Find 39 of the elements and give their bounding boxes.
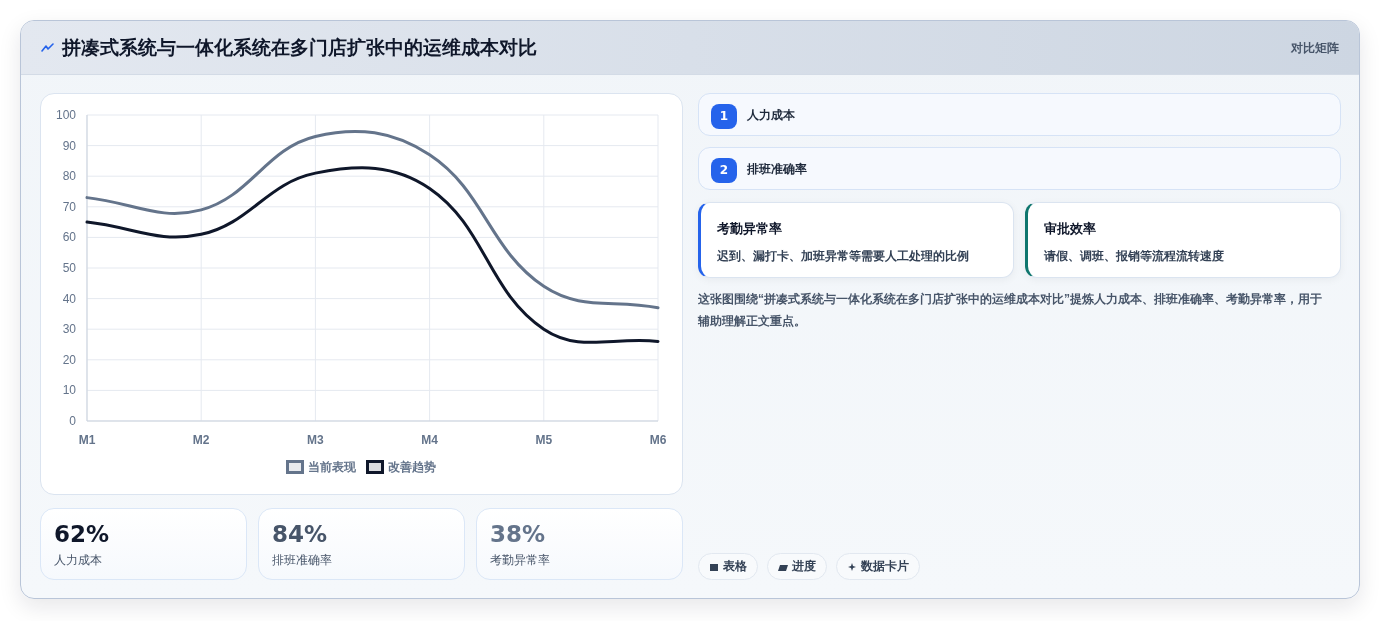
text: 对比矩阵 xyxy=(1291,40,1339,57)
y-tick-label: 80 xyxy=(62,169,77,184)
y-tick-label: 90 xyxy=(62,138,77,153)
legend-label: 当前表现 xyxy=(308,460,357,474)
x-tick-label: M3 xyxy=(307,433,325,447)
x-tick-label: M4 xyxy=(421,433,439,447)
x-tick-label: M6 xyxy=(649,433,667,447)
y-tick-label: 30 xyxy=(62,322,77,337)
text: 考勤异常率 xyxy=(717,220,782,238)
x-tick-label: M2 xyxy=(192,433,210,447)
text: 进度 xyxy=(792,558,816,575)
text: 这张图围绕“拼凑式系统与一体化系统在多门店扩张中的运维成本对比”提炼人力成本、排班准确率、考勤异常率，用于辅助理解正文重点。 xyxy=(698,291,1323,330)
category-label: 考勤异常率 xyxy=(490,552,550,569)
category-label: 人力成本 xyxy=(54,552,102,569)
legend-label: 改善趋势 xyxy=(388,460,436,474)
text: 迟到、漏打卡、加班异常等需要人工处理的比例 xyxy=(717,248,969,265)
y-tick-label: 100 xyxy=(55,108,77,122)
text: 请假、调班、报销等流程流转速度 xyxy=(1044,248,1224,265)
y-tick-label: 10 xyxy=(62,383,77,398)
y-tick-label: 40 xyxy=(62,291,77,306)
y-tick-label: 50 xyxy=(62,261,77,275)
data-label: 62% xyxy=(54,520,110,549)
y-tick-label: 70 xyxy=(62,199,77,214)
y-tick-label: 20 xyxy=(62,352,77,367)
category-label: 排班准确率 xyxy=(272,552,332,569)
category-label: 排班准确率 xyxy=(747,161,807,178)
category-label: 人力成本 xyxy=(747,107,795,124)
data-label: 84% xyxy=(272,520,328,549)
data-label: 38% xyxy=(490,520,546,549)
data-label: 1 xyxy=(711,104,737,129)
x-tick-label: M1 xyxy=(78,433,96,447)
y-tick-label: 0 xyxy=(69,414,77,428)
text: 审批效率 xyxy=(1044,220,1096,238)
text: 表格 xyxy=(723,558,747,575)
text: 数据卡片 xyxy=(861,558,909,575)
text: 拼凑式系统与一体化系统在多门店扩张中的运维成本对比 xyxy=(62,36,537,60)
data-label: 2 xyxy=(711,158,737,183)
x-tick-label: M5 xyxy=(535,433,553,447)
y-tick-label: 60 xyxy=(62,230,77,245)
